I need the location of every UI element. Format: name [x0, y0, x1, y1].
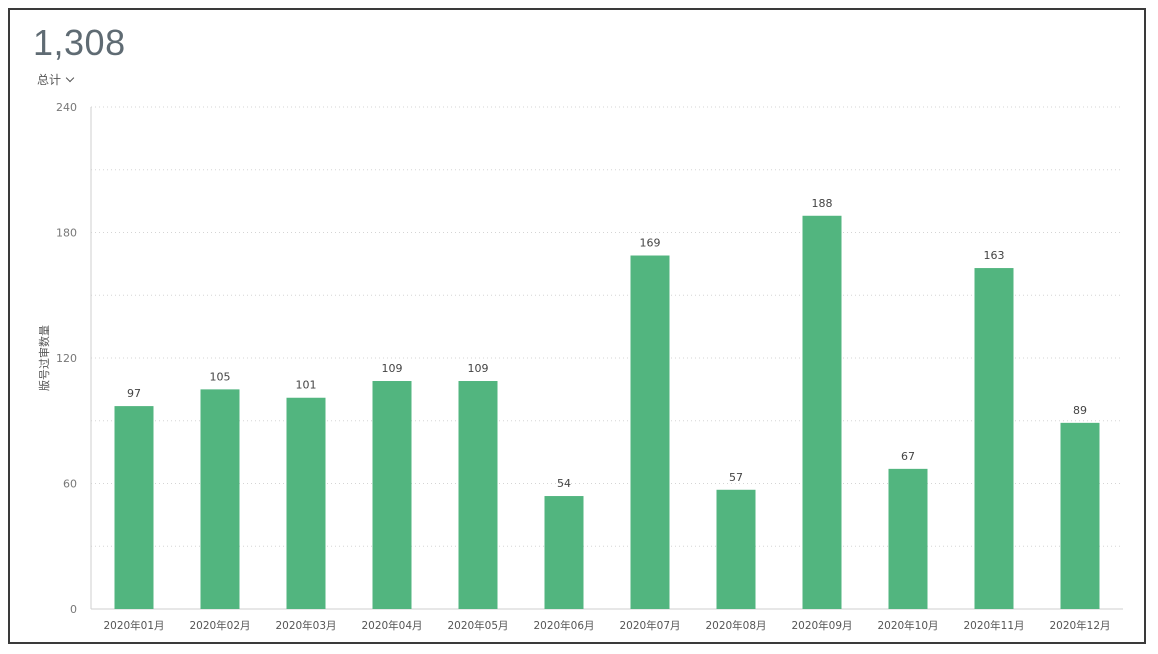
data-label: 101 [296, 379, 317, 392]
data-label: 54 [557, 477, 571, 490]
data-label: 188 [812, 197, 833, 210]
x-tick-label: 2020年12月 [1049, 619, 1110, 632]
bar[interactable] [1060, 422, 1100, 609]
x-tick-label: 2020年04月 [361, 619, 422, 632]
bar[interactable] [114, 406, 154, 609]
data-label: 97 [127, 387, 141, 400]
y-tick-label: 120 [56, 352, 77, 365]
axis-layer: 0 60 120 180 240 [56, 101, 1123, 616]
bar[interactable] [888, 468, 928, 609]
x-tick-label: 2020年05月 [447, 619, 508, 632]
data-label: 105 [210, 370, 231, 383]
bar[interactable] [372, 381, 412, 609]
y-tick-label: 0 [70, 603, 77, 616]
metric-label: 总计 [37, 73, 62, 87]
x-tick-label: 2020年10月 [877, 619, 938, 632]
x-tick-label: 2020年11月 [963, 619, 1024, 632]
total-value: 1,308 [33, 22, 126, 63]
data-label: 67 [901, 450, 915, 463]
bar[interactable] [802, 215, 842, 609]
data-label: 163 [984, 249, 1005, 262]
bar[interactable] [458, 381, 498, 609]
metric-dropdown[interactable]: 总计 [37, 71, 75, 88]
x-tick-label: 2020年06月 [533, 619, 594, 632]
grid-layer [91, 106, 1123, 547]
bar-layer [114, 215, 1100, 609]
x-tick-label: 2020年01月 [103, 619, 164, 632]
x-tick-label: 2020年02月 [189, 619, 250, 632]
x-tick-label: 2020年08月 [705, 619, 766, 632]
y-tick-label: 240 [56, 101, 77, 114]
x-tick-label: 2020年07月 [619, 619, 680, 632]
x-tick-label: 2020年03月 [275, 619, 336, 632]
bar[interactable] [200, 389, 240, 609]
label-layer: 97 2020年01月 105 2020年02月 101 2020年03月 109 2020年… [103, 197, 1110, 632]
data-label: 57 [729, 471, 743, 484]
bar[interactable] [716, 489, 756, 609]
y-axis-title: 版号过审数量 [37, 325, 51, 391]
bar[interactable] [630, 255, 670, 609]
data-label: 109 [382, 362, 403, 375]
bar[interactable] [974, 268, 1014, 609]
data-label: 169 [640, 237, 661, 250]
y-tick-label: 180 [56, 227, 77, 240]
data-label: 89 [1073, 404, 1087, 417]
data-label: 109 [468, 362, 489, 375]
y-tick-label: 60 [63, 478, 77, 491]
bar[interactable] [286, 397, 326, 609]
bar[interactable] [544, 496, 584, 609]
x-tick-label: 2020年09月 [791, 619, 852, 632]
